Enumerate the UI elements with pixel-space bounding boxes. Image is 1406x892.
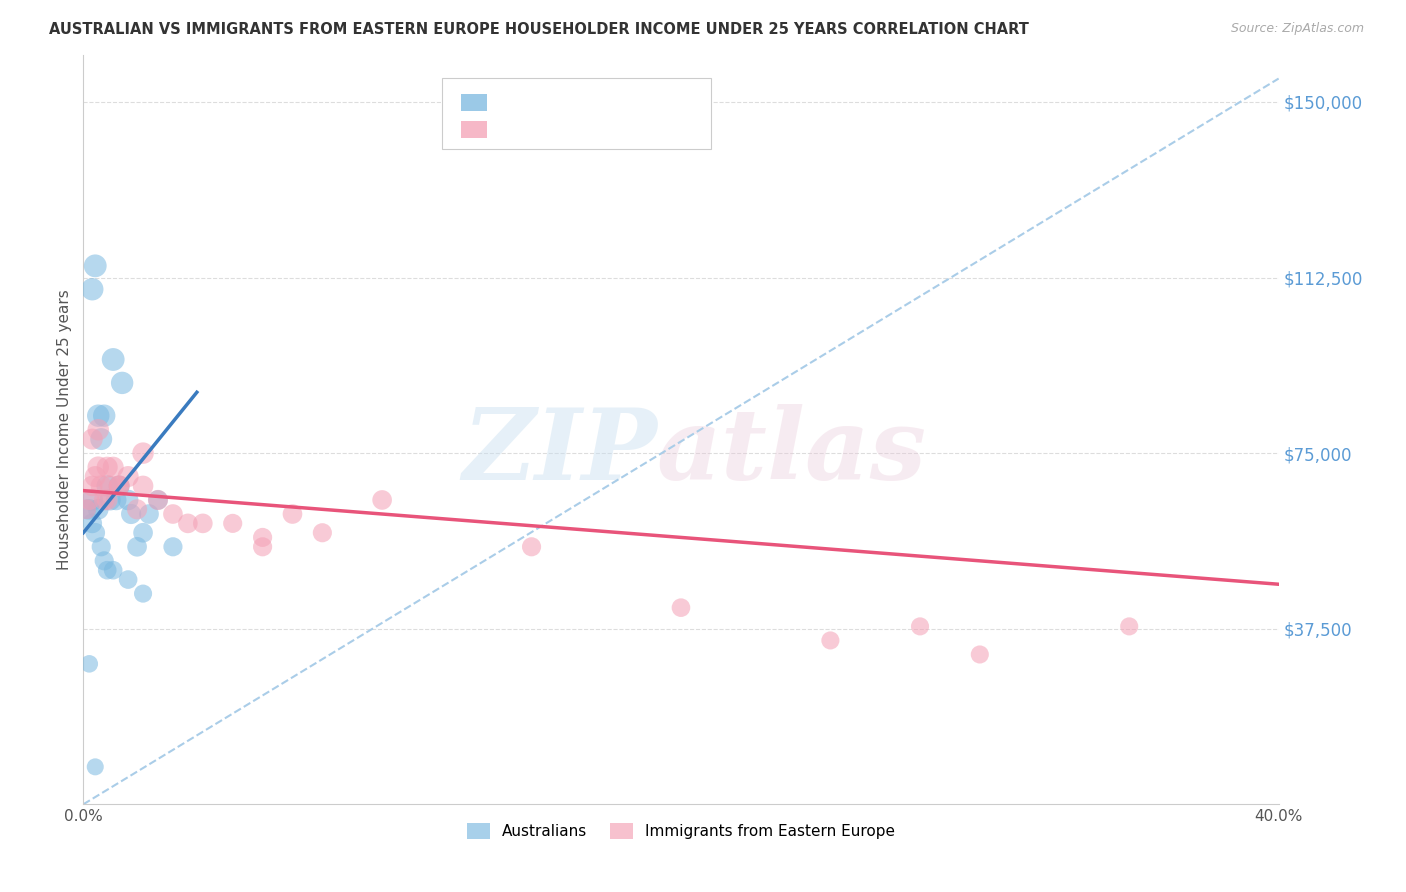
Point xyxy=(87,502,110,516)
Point xyxy=(77,492,100,507)
Point xyxy=(75,502,97,516)
Text: N = 32: N = 32 xyxy=(641,98,696,113)
Point xyxy=(117,492,139,507)
Point xyxy=(84,525,107,540)
Point xyxy=(84,469,107,483)
Point xyxy=(132,446,155,460)
Point xyxy=(96,563,118,577)
Point xyxy=(108,479,131,493)
Legend: Australians, Immigrants from Eastern Europe: Australians, Immigrants from Eastern Eur… xyxy=(461,817,901,846)
Point xyxy=(146,492,169,507)
Point xyxy=(96,460,118,475)
Point xyxy=(281,507,304,521)
Point xyxy=(87,409,110,423)
Point xyxy=(125,502,148,516)
Point xyxy=(162,507,184,521)
Point xyxy=(117,469,139,483)
Text: R = -0.369: R = -0.369 xyxy=(498,125,589,140)
Point xyxy=(311,525,333,540)
Point xyxy=(75,502,97,516)
Point xyxy=(371,492,394,507)
Point xyxy=(191,516,214,531)
Y-axis label: Householder Income Under 25 years: Householder Income Under 25 years xyxy=(58,289,72,570)
Point xyxy=(82,479,104,493)
Point xyxy=(87,423,110,437)
Text: R =  0.254: R = 0.254 xyxy=(498,98,589,113)
Point xyxy=(90,432,112,446)
Point xyxy=(96,492,118,507)
Point xyxy=(90,540,112,554)
Point xyxy=(93,409,115,423)
Point xyxy=(520,540,543,554)
Point xyxy=(125,540,148,554)
FancyBboxPatch shape xyxy=(441,78,711,149)
Point xyxy=(908,619,931,633)
Point xyxy=(162,540,184,554)
Text: N = 35: N = 35 xyxy=(641,125,696,140)
Text: Source: ZipAtlas.com: Source: ZipAtlas.com xyxy=(1230,22,1364,36)
Point xyxy=(820,633,842,648)
Point xyxy=(77,657,100,671)
Point xyxy=(93,554,115,568)
Point xyxy=(252,530,274,544)
Point xyxy=(98,492,121,507)
Point xyxy=(101,352,124,367)
Point xyxy=(146,492,169,507)
Point xyxy=(108,479,131,493)
Text: AUSTRALIAN VS IMMIGRANTS FROM EASTERN EUROPE HOUSEHOLDER INCOME UNDER 25 YEARS C: AUSTRALIAN VS IMMIGRANTS FROM EASTERN EU… xyxy=(49,22,1029,37)
Point xyxy=(252,540,274,554)
Point xyxy=(132,586,155,600)
Point xyxy=(108,479,131,493)
FancyBboxPatch shape xyxy=(461,121,488,137)
Point xyxy=(77,502,100,516)
Point xyxy=(84,760,107,774)
Point xyxy=(101,563,124,577)
Point xyxy=(120,507,142,521)
Text: atlas: atlas xyxy=(657,404,927,500)
Point xyxy=(87,460,110,475)
Point xyxy=(93,492,115,507)
Point xyxy=(101,460,124,475)
Point xyxy=(969,648,991,662)
Point xyxy=(82,282,104,296)
Point xyxy=(96,479,118,493)
Point xyxy=(82,516,104,531)
Point xyxy=(222,516,245,531)
FancyBboxPatch shape xyxy=(461,94,488,111)
Point xyxy=(84,259,107,273)
Point xyxy=(111,376,134,390)
Point xyxy=(82,432,104,446)
Point xyxy=(117,573,139,587)
Point xyxy=(82,492,104,507)
Text: ZIP: ZIP xyxy=(463,404,657,500)
Point xyxy=(669,600,692,615)
Point xyxy=(1118,619,1140,633)
Point xyxy=(105,492,128,507)
Point xyxy=(98,479,121,493)
Point xyxy=(132,525,155,540)
Point xyxy=(90,479,112,493)
Point xyxy=(132,479,155,493)
Point xyxy=(138,507,160,521)
Point xyxy=(177,516,200,531)
